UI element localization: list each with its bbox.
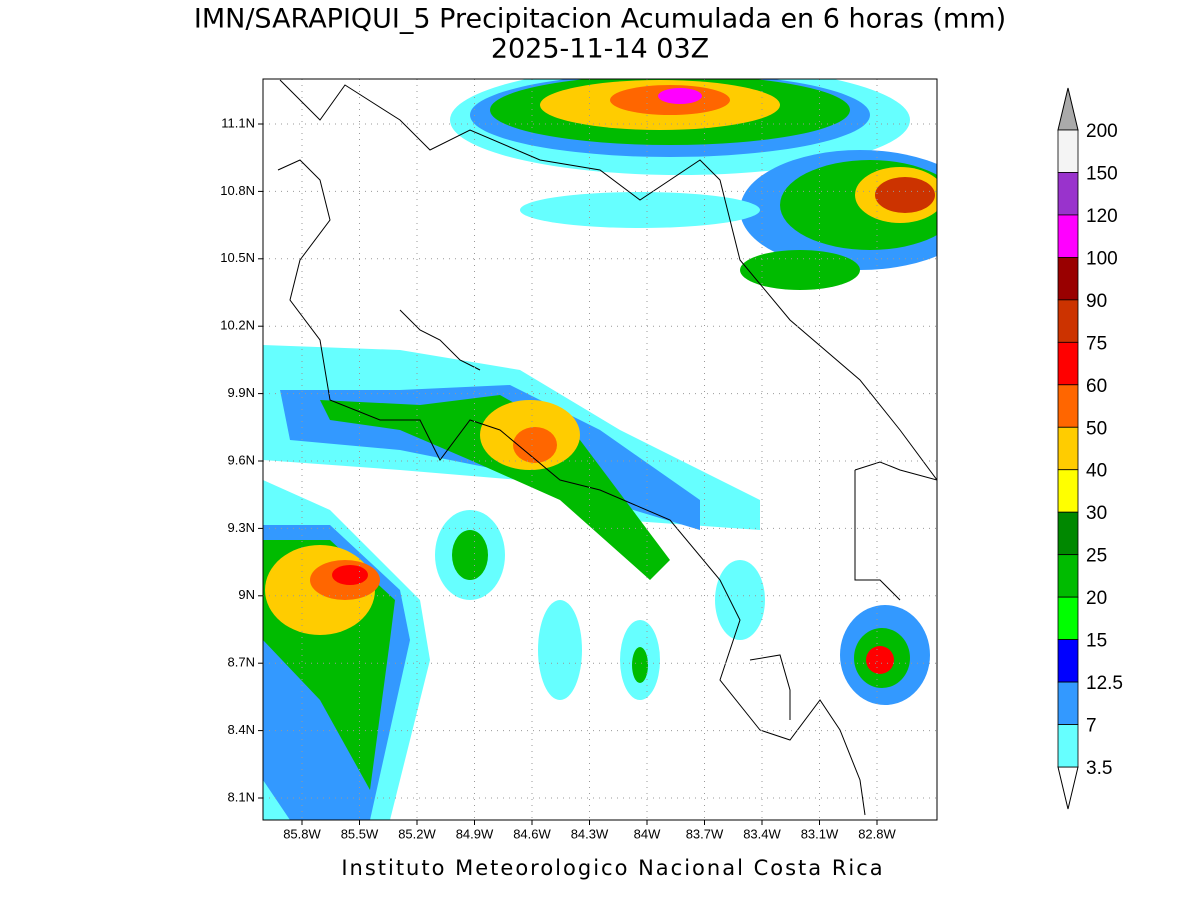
coastlines [277,79,937,816]
graticule [258,79,937,825]
colorbar-label: 90 [1086,291,1107,312]
colorbar-label: 200 [1086,121,1118,142]
lon-label: 85.2W [398,826,436,841]
title: IMN/SARAPIQUI_5 Precipitacion Acumulada … [194,4,1006,35]
lat-label: 11.1N [221,115,255,130]
colorbar-box [1057,469,1079,513]
colorbar-label: 30 [1086,503,1107,524]
rain-north [450,79,937,290]
lon-label: 83.7W [686,826,724,841]
lon-label: 85.5W [341,826,379,841]
colorbar-box [1057,681,1079,725]
colorbar-label: 3.5 [1086,758,1112,779]
lon-label: 83.4W [743,826,781,841]
lat-label: 10.2N [220,318,255,333]
colorbar-box [1057,384,1079,428]
lat-label: 10.8N [220,183,255,198]
colorbar-label: 50 [1086,418,1107,439]
lon-label: 82.8W [858,826,896,841]
colorbar-label: 60 [1086,376,1107,397]
lat-label: 9.6N [228,452,255,467]
colorbar-box [1057,214,1079,258]
colorbar-box [1057,554,1079,598]
colorbar-label: 25 [1086,546,1107,567]
colorbar-label: 150 [1086,163,1118,184]
lat-label: 8.7N [228,655,255,670]
lat-label: 8.1N [228,789,255,804]
colorbar-box [1057,256,1079,301]
lon-label: 84.6W [513,826,551,841]
colorbar-box [1057,724,1079,768]
footer: Instituto Meteorologico Nacional Costa R… [341,856,884,880]
lat-label: 9.9N [228,385,255,400]
lat-label: 9.3N [228,520,255,535]
lon-label: 84.3W [571,826,609,841]
colorbar-box [1057,596,1079,641]
colorbar-box [1057,299,1079,343]
lon-label: 84.9W [456,826,494,841]
lon-label: 84W [634,826,661,841]
lon-label: 83.1W [801,826,839,841]
colorbar-box [1057,426,1079,471]
colorbar-box [1057,639,1079,683]
colorbar-bottom-arrow [1057,766,1079,810]
colorbar-label: 20 [1086,588,1107,609]
colorbar-box [1057,129,1079,173]
lat-label: 9N [238,587,255,602]
colorbar-box [1057,172,1079,216]
colorbar-label: 15 [1086,631,1107,652]
precip-field [263,79,937,820]
lon-label: 85.8W [283,826,321,841]
colorbar-label: 40 [1086,461,1107,482]
rain-southeast [715,560,930,705]
colorbar-label: 100 [1086,248,1118,269]
colorbar-top-arrow [1057,87,1079,131]
subtitle: 2025-11-14 03Z [491,34,709,65]
rain-southwest [263,480,660,820]
colorbar-label: 7 [1086,716,1097,737]
map-frame [262,78,938,821]
rain-central [263,345,760,580]
colorbar-label: 120 [1086,206,1118,227]
lat-label: 8.4N [228,722,255,737]
colorbar-box [1057,341,1079,386]
colorbar: 200 150 120 100 90 75 60 50 40 30 25 20 15 12.5 7 3.5 [1057,87,1123,810]
lat-label: 10.5N [220,250,255,265]
colorbar-label: 75 [1086,333,1107,354]
colorbar-label: 12.5 [1086,673,1123,694]
colorbar-box [1057,511,1079,556]
